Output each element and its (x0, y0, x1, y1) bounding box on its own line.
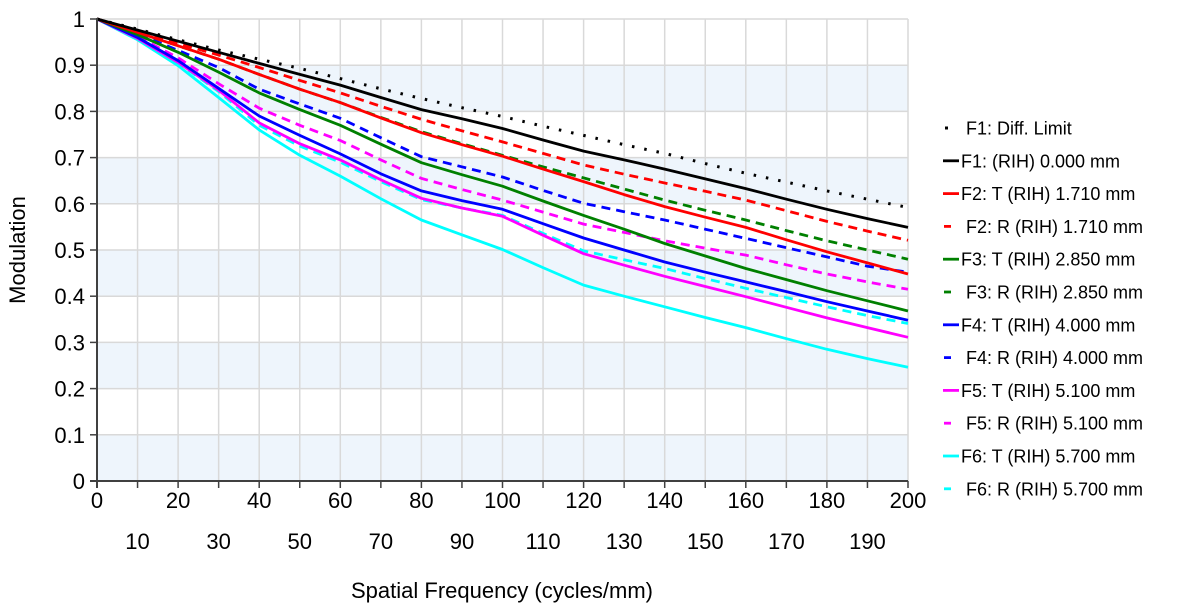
series-line-8 (96, 17, 909, 274)
series-line-5 (96, 17, 909, 313)
legend-item: F1: Diff. Limit (945, 119, 1072, 139)
x-tick-label: 30 (206, 529, 230, 554)
legend-label: F2: T (RIH) 1.710 mm (961, 184, 1135, 204)
y-tick-label: 0.4 (54, 284, 85, 309)
x-tick-label: 80 (409, 488, 433, 513)
series-line-11 (96, 17, 909, 369)
gridlines (97, 18, 909, 481)
y-tick-label: 0.8 (54, 99, 85, 124)
legend-item: F6: R (RIH) 5.700 mm (944, 479, 1143, 499)
legend-label: F1: Diff. Limit (966, 119, 1072, 139)
x-tick-label: 10 (125, 529, 149, 554)
legend-label: F3: T (RIH) 2.850 mm (961, 250, 1135, 270)
y-tick-label: 1 (73, 7, 85, 32)
x-tick-labels: 0 10 20 30 40 50 60 70 80 90 100110120130140150160… (91, 488, 926, 554)
legend-label: F2: R (RIH) 1.710 mm (966, 217, 1143, 237)
x-tick-label: 110 (526, 529, 561, 554)
y-tick-labels: 0 0.1 0.2 0.3 0.4 0.5 0.6 0.7 0.8 0.9 1 (54, 7, 85, 494)
legend-item: F1: (RIH) 0.000 mm (943, 151, 1120, 171)
legend-item: F2: R (RIH) 1.710 mm (944, 217, 1143, 237)
series-line-2 (96, 17, 909, 229)
x-tick-label: 60 (328, 488, 352, 513)
legend-label: F5: R (RIH) 5.100 mm (966, 414, 1143, 434)
y-tick-label: 0.2 (54, 377, 85, 402)
series-line-1 (96, 17, 909, 209)
x-tick-label: 0 (91, 488, 103, 513)
x-tick-label: 150 (687, 529, 724, 554)
x-tick-label: 50 (288, 529, 312, 554)
legend-item: F4: T (RIH) 4.000 mm (943, 315, 1135, 335)
series-line-9 (96, 17, 909, 339)
y-tick-label: 0.3 (54, 330, 85, 355)
legend-item: F6: T (RIH) 5.700 mm (943, 447, 1135, 467)
legend-item: F2: T (RIH) 1.710 mm (943, 184, 1135, 204)
x-tick-label: 180 (809, 488, 846, 513)
legend-swatch-dotted (945, 126, 948, 130)
y-tick-label: 0.1 (54, 423, 85, 448)
legend-label: F5: T (RIH) 5.100 mm (961, 381, 1135, 401)
legend-item: F4: R (RIH) 4.000 mm (944, 348, 1143, 368)
series-line-7 (96, 17, 909, 322)
x-tick-label: 130 (606, 529, 643, 554)
x-tick-label: 90 (450, 529, 474, 554)
series-lines (96, 17, 909, 369)
legend-label: F4: T (RIH) 4.000 mm (961, 315, 1135, 335)
y-tick-label: 0.5 (54, 238, 85, 263)
legend-item: F5: T (RIH) 5.100 mm (943, 381, 1135, 401)
series-line-4 (96, 17, 909, 242)
legend-label: F3: R (RIH) 2.850 mm (966, 283, 1143, 303)
legend-item: F3: R (RIH) 2.850 mm (944, 283, 1143, 303)
y-axis-title: Modulation (5, 196, 30, 304)
legend: F1: Diff. Limit F1: (RIH) 0.000 mm F2: T (… (943, 119, 1143, 499)
legend-label: F6: T (RIH) 5.700 mm (961, 447, 1135, 467)
x-tick-label: 170 (768, 529, 805, 554)
y-tick-label: 0 (73, 469, 85, 494)
x-tick-label: 70 (369, 529, 393, 554)
x-tick-label: 40 (247, 488, 271, 513)
x-tick-label: 200 (890, 488, 927, 513)
legend-label: F6: R (RIH) 5.700 mm (966, 479, 1143, 499)
y-tick-label: 0.6 (54, 192, 85, 217)
axes (90, 18, 909, 488)
series-line-3 (96, 17, 909, 276)
x-axis-title: Spatial Frequency (cycles/mm) (351, 578, 653, 603)
x-tick-label: 20 (166, 488, 190, 513)
legend-item: F3: T (RIH) 2.850 mm (943, 250, 1135, 270)
x-tick-label: 190 (849, 529, 886, 554)
legend-label: F4: R (RIH) 4.000 mm (966, 348, 1143, 368)
x-tick-label: 160 (727, 488, 764, 513)
series-line-10 (96, 17, 909, 291)
legend-item: F5: R (RIH) 5.100 mm (944, 414, 1143, 434)
x-tick-label: 140 (646, 488, 683, 513)
y-tick-label: 0.7 (54, 146, 85, 171)
y-tick-label: 0.9 (54, 53, 85, 78)
x-tick-label: 120 (565, 488, 602, 513)
legend-label: F1: (RIH) 0.000 mm (961, 151, 1120, 171)
x-tick-label: 100 (484, 488, 521, 513)
